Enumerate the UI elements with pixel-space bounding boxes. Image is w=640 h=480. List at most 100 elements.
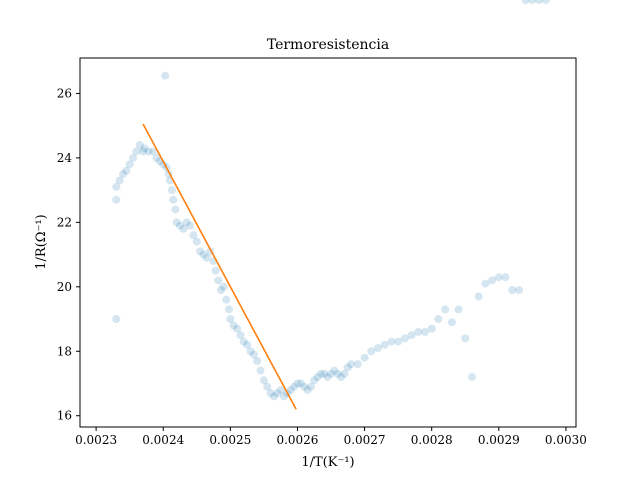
data-point xyxy=(293,379,302,388)
data-point xyxy=(249,350,258,359)
data-point xyxy=(347,360,356,369)
data-point xyxy=(219,282,228,291)
data-point xyxy=(144,147,153,156)
x-tick-label: 0.0028 xyxy=(411,433,453,447)
data-point xyxy=(333,369,342,378)
plot-frame xyxy=(79,57,577,428)
data-point xyxy=(387,337,396,346)
data-point xyxy=(122,166,131,175)
data-point xyxy=(135,141,144,150)
data-point xyxy=(273,389,282,398)
data-point xyxy=(179,224,188,233)
x-tick-label: 0.0030 xyxy=(545,433,587,447)
data-point xyxy=(236,331,245,340)
data-point xyxy=(256,366,265,375)
data-point xyxy=(226,315,235,324)
data-point xyxy=(494,273,503,282)
data-point xyxy=(229,321,238,330)
y-tick-label: 18 xyxy=(57,344,72,358)
data-point xyxy=(118,170,127,179)
data-point xyxy=(202,253,211,262)
data-point xyxy=(414,327,423,336)
data-point xyxy=(192,237,201,246)
data-point xyxy=(112,195,121,204)
y-tick-label: 22 xyxy=(57,215,72,229)
x-tick-label: 0.0026 xyxy=(276,433,318,447)
x-tick-label: 0.0024 xyxy=(142,433,184,447)
data-point xyxy=(196,247,205,256)
data-point xyxy=(337,373,346,382)
data-point xyxy=(169,195,178,204)
data-point xyxy=(253,356,262,365)
data-point xyxy=(420,327,430,336)
data-point xyxy=(280,392,289,401)
data-point xyxy=(508,286,517,295)
data-point xyxy=(447,318,456,327)
data-point xyxy=(243,340,252,349)
data-point xyxy=(474,292,483,301)
y-tick-label: 26 xyxy=(57,86,72,100)
data-point xyxy=(394,337,403,346)
data-point xyxy=(521,0,530,4)
y-axis: 16 18 20 22 24 26 xyxy=(57,86,80,423)
fit-layer xyxy=(142,123,297,410)
data-point xyxy=(128,153,138,162)
x-axis: 0.0023 0.0024 0.0025 0.0026 0.0027 0.0028 0.00… xyxy=(75,427,587,447)
data-point xyxy=(514,286,523,295)
y-tick-label: 16 xyxy=(57,409,72,423)
data-point xyxy=(310,376,319,385)
data-point xyxy=(360,353,369,362)
data-point xyxy=(259,376,268,385)
chart-title: Termoresistencia xyxy=(267,37,389,53)
y-axis-label: 1/R(Ω⁻¹) xyxy=(34,214,49,269)
data-point xyxy=(316,369,325,378)
data-point xyxy=(326,369,336,378)
data-point xyxy=(140,144,149,153)
x-tick-label: 0.0027 xyxy=(344,433,386,447)
data-point xyxy=(407,331,416,340)
data-point xyxy=(501,273,510,282)
data-point xyxy=(211,266,220,275)
data-point xyxy=(125,160,134,169)
data-point xyxy=(214,276,223,285)
data-point xyxy=(367,347,376,356)
data-point xyxy=(373,344,383,353)
data-point xyxy=(481,279,490,288)
data-point xyxy=(139,147,148,156)
data-point xyxy=(172,218,181,227)
data-point xyxy=(434,315,443,324)
data-point xyxy=(115,176,124,185)
data-point xyxy=(222,295,231,304)
data-point xyxy=(541,0,550,4)
data-point xyxy=(323,373,332,382)
x-axis-label: 1/T(K⁻¹) xyxy=(301,455,354,470)
data-point xyxy=(112,182,121,191)
data-point xyxy=(182,218,191,227)
x-tick-label: 0.0029 xyxy=(478,433,520,447)
data-point xyxy=(216,286,225,295)
data-point xyxy=(340,369,349,378)
data-point xyxy=(353,360,362,369)
data-point xyxy=(296,379,305,388)
data-point xyxy=(233,324,242,333)
data-point xyxy=(286,385,295,394)
data-point xyxy=(186,221,195,230)
data-point xyxy=(454,305,463,314)
x-tick-label: 0.0025 xyxy=(209,433,251,447)
data-point xyxy=(528,0,537,4)
data-point xyxy=(290,382,299,391)
data-point xyxy=(269,392,278,401)
data-point xyxy=(266,389,275,398)
data-point xyxy=(132,147,141,156)
data-point xyxy=(246,347,255,356)
data-point xyxy=(330,366,339,375)
x-tick-label: 0.0023 xyxy=(75,433,117,447)
data-point xyxy=(167,186,176,195)
data-point xyxy=(306,382,315,391)
data-point xyxy=(300,382,309,391)
y-tick-label: 24 xyxy=(57,151,73,165)
data-point xyxy=(263,382,272,391)
data-point xyxy=(161,71,170,80)
